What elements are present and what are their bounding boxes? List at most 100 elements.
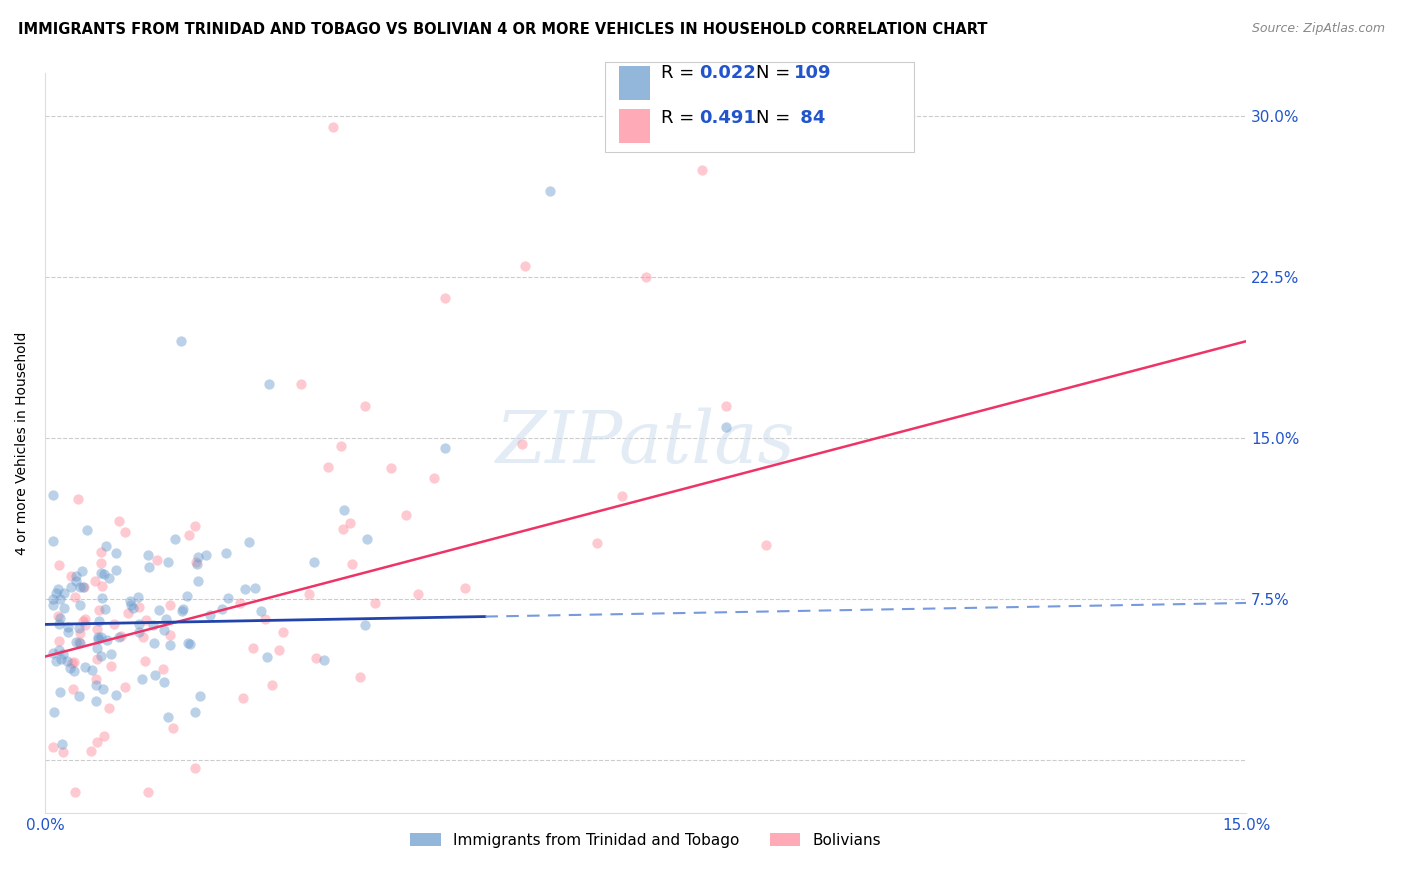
Point: [69, 599, 91, 613]
Point: [434, 442, 457, 456]
Point: [76, 523, 98, 537]
Point: [52, 648, 75, 662]
Point: [63, 664, 86, 678]
Point: [242, 641, 264, 656]
Point: [93, 602, 115, 616]
Y-axis label: 4 or more Vehicles in Household: 4 or more Vehicles in Household: [15, 332, 30, 555]
Point: [46, 609, 69, 624]
Point: [87, 614, 110, 628]
Point: [395, 508, 418, 522]
Text: IMMIGRANTS FROM TRINIDAD AND TOBAGO VS BOLIVIAN 4 OR MORE VEHICLES IN HOUSEHOLD : IMMIGRANTS FROM TRINIDAD AND TOBAGO VS B…: [18, 22, 988, 37]
Point: [134, 654, 156, 668]
Point: [184, 555, 207, 569]
Text: 0.491: 0.491: [699, 109, 755, 127]
Point: [148, 603, 170, 617]
Point: [89, 648, 111, 663]
Point: [63, 655, 86, 669]
Point: [86, 678, 108, 692]
Point: [165, 533, 187, 547]
Point: [59, 580, 82, 594]
Point: [330, 439, 353, 453]
Point: [510, 437, 533, 451]
Point: [138, 559, 160, 574]
Point: [179, 637, 201, 651]
Point: [73, 618, 96, 632]
Point: [87, 603, 110, 617]
Point: [69, 636, 91, 650]
Point: [156, 709, 179, 723]
Point: [423, 471, 446, 485]
Point: [69, 580, 91, 594]
Point: [271, 624, 294, 639]
Point: [177, 527, 200, 541]
Point: [48, 643, 70, 657]
Point: [97, 701, 120, 715]
Point: [86, 630, 108, 644]
Point: [186, 557, 208, 571]
Point: [238, 534, 260, 549]
Point: [312, 653, 335, 667]
Point: [82, 663, 104, 677]
Point: [131, 672, 153, 686]
Point: [177, 636, 200, 650]
Point: [48, 616, 70, 631]
Point: [254, 612, 277, 626]
Point: [69, 626, 91, 640]
Text: R =: R =: [661, 109, 700, 127]
Point: [75, 660, 97, 674]
Point: [634, 269, 657, 284]
Point: [100, 647, 122, 661]
Point: [380, 461, 402, 475]
Point: [136, 548, 159, 562]
Point: [339, 516, 361, 530]
Point: [714, 420, 737, 434]
Point: [117, 606, 139, 620]
Point: [67, 621, 90, 635]
Point: [211, 602, 233, 616]
Point: [143, 668, 166, 682]
Point: [114, 680, 136, 694]
Point: [65, 590, 87, 604]
Point: [103, 617, 125, 632]
Point: [91, 682, 114, 697]
Point: [136, 785, 159, 799]
Point: [316, 460, 339, 475]
Point: [215, 546, 238, 560]
Point: [58, 624, 80, 639]
Point: [110, 629, 132, 643]
Point: [65, 574, 87, 589]
Text: Source: ZipAtlas.com: Source: ZipAtlas.com: [1251, 22, 1385, 36]
Point: [157, 555, 180, 569]
Point: [142, 618, 165, 632]
Point: [354, 618, 377, 632]
Point: [104, 546, 127, 560]
Point: [49, 652, 72, 666]
Point: [90, 566, 112, 580]
Point: [105, 688, 128, 702]
Point: [42, 739, 65, 754]
Point: [96, 632, 118, 647]
Point: [107, 515, 129, 529]
Point: [93, 567, 115, 582]
Point: [453, 581, 475, 595]
Point: [86, 622, 108, 636]
Point: [48, 558, 70, 572]
Point: [200, 607, 222, 622]
Point: [42, 598, 65, 612]
Point: [56, 655, 79, 669]
Text: N =: N =: [756, 109, 796, 127]
Point: [72, 580, 94, 594]
Point: [52, 745, 75, 759]
Point: [159, 638, 181, 652]
Point: [172, 604, 194, 618]
Point: [90, 630, 112, 644]
Point: [65, 785, 87, 799]
Point: [187, 574, 209, 589]
Point: [58, 619, 80, 633]
Point: [176, 589, 198, 603]
Point: [302, 555, 325, 569]
Point: [42, 646, 65, 660]
Point: [128, 600, 150, 615]
Point: [62, 682, 84, 697]
Point: [44, 654, 66, 668]
